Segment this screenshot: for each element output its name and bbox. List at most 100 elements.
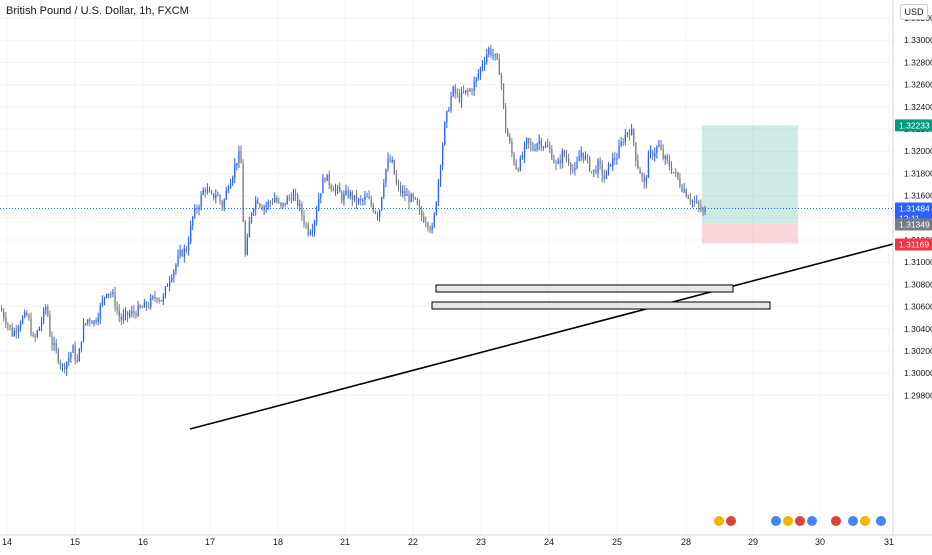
candle-body [32,334,34,337]
candle-body [502,83,505,108]
candle-body [183,248,185,257]
candle-body [402,190,404,193]
event-flag-icon[interactable] [830,515,842,527]
candle-body [64,365,66,370]
candle-body [211,192,213,194]
price-tick-label: 1.30400 [904,324,932,334]
candle-body [198,207,200,210]
candle-body [517,168,519,171]
time-axis[interactable]: 14 15 16 17 18 21 22 23 24 25 28 29 30 31 [2,537,894,547]
candle-body [542,147,545,149]
candle-body [666,156,668,161]
candle-body [349,192,351,197]
candle-body [127,311,129,316]
candle-body [206,189,209,192]
event-flag-icon[interactable] [794,515,806,527]
candle-body [95,320,97,323]
event-flag-icon[interactable] [875,515,887,527]
candle-body [582,152,584,160]
candle-body [389,158,391,162]
candle-body [700,205,702,211]
candle-body [5,317,7,325]
candle-body [26,312,28,316]
candle-body [280,202,282,207]
time-tick-label: 28 [681,537,691,547]
candle-body [284,202,286,205]
candle-body [507,129,509,137]
candle-body [101,299,104,305]
candle-body [612,157,614,167]
candle-body [442,144,444,166]
event-flag-icon[interactable] [847,515,859,527]
candle-body [225,190,227,200]
candle-body [76,360,78,362]
candle-body [383,183,385,198]
economic-events[interactable] [713,515,887,527]
trendline[interactable] [189,243,894,430]
candle-body [51,336,53,346]
candle-body [288,197,290,199]
candle-body [486,54,488,62]
candle-body [215,195,217,199]
candle-body [412,194,414,198]
candle-body [498,59,500,75]
candle-body [492,55,494,57]
candle-body [500,74,503,84]
candle-body [250,212,253,222]
drawings[interactable] [0,207,894,430]
candle-body [616,158,618,160]
candle-body [116,307,118,311]
candle-body [635,142,637,161]
candle-body [221,201,223,208]
candle-body [677,172,679,179]
candle-body [364,196,366,201]
candle-body [171,277,173,281]
time-tick-label: 16 [138,537,148,547]
position-zones [702,125,798,244]
event-flag-icon[interactable] [806,515,818,527]
candle-body [318,198,320,211]
candle-body [660,144,662,150]
candle-body [664,156,666,159]
target-zone [702,125,798,224]
candle-body [332,188,335,192]
candle-body [122,314,125,321]
candle-body [584,155,587,160]
time-tick-label: 21 [340,537,350,547]
candle-body [536,143,538,150]
candle-body [481,64,484,68]
event-flag-icon[interactable] [713,515,725,527]
currency-button[interactable]: USD [900,4,928,20]
candle-body [301,204,303,216]
candle-body [118,310,120,317]
candle-body [662,149,664,159]
candle-body [246,237,248,255]
demand-zone-upper[interactable] [435,284,734,293]
candle-body [202,189,204,195]
candle-body [463,91,465,93]
candle-body [448,109,450,112]
event-flag-icon[interactable] [725,515,737,527]
candle-body [103,297,106,300]
event-flag-icon[interactable] [770,515,782,527]
candle-body [563,150,566,156]
event-flag-icon[interactable] [782,515,794,527]
time-tick-label: 23 [476,537,486,547]
candle-body [240,151,242,164]
candle-body [1,308,3,312]
event-flag-icon[interactable] [859,515,871,527]
candle-body [353,195,356,200]
demand-zone-lower[interactable] [431,301,771,310]
candle-body [488,48,490,55]
candle-body [213,193,215,199]
candle-body [519,158,521,171]
candle-body [208,189,211,193]
candle-body [244,221,246,255]
candle-body [633,129,635,143]
candle-body [328,174,330,186]
candle-body [423,216,425,222]
candle-body [112,292,114,295]
candle-body [259,203,261,207]
